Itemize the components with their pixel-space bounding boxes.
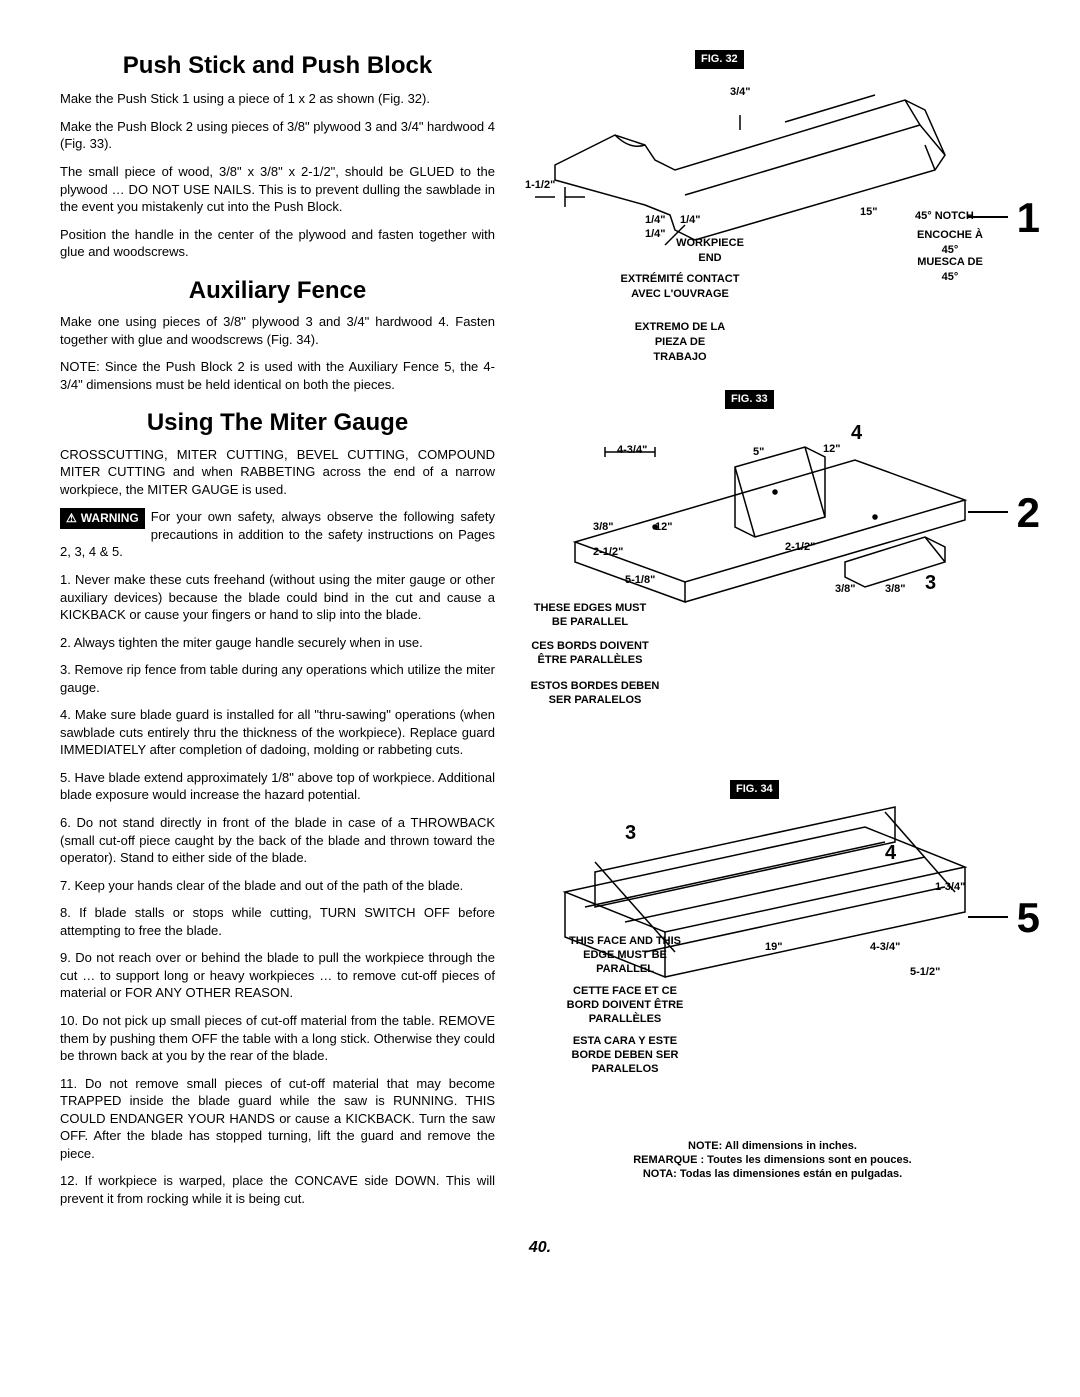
aux-fence-title: Auxiliary Fence [60,275,495,307]
item-5: 5. Have blade extend approximately 1/8" … [60,769,495,804]
item-3: 3. Remove rip fence from table during an… [60,661,495,696]
dim-15: 15" [860,205,877,220]
f34-512: 5-1/2" [910,965,940,980]
item-6: 6. Do not stand directly in front of the… [60,814,495,867]
dim-14a: 1/4" [645,213,666,228]
f33-518: 5-1/8" [625,573,655,588]
dim-14c: 1/4" [645,227,666,242]
figure-33: FIG. 33 [525,390,1020,750]
f33-par-fr: CES BORDS DOIVENT ÊTRE PARALLÈLES [525,640,655,668]
item-4: 4. Make sure blade guard is installed fo… [60,706,495,759]
s2-p2: NOTE: Since the Push Block 2 is used wit… [60,358,495,393]
f34-19: 19" [765,940,782,955]
f33-38a: 3/8" [593,520,614,535]
f33-5: 5" [753,445,764,460]
work-en: WORKPIECE END [665,236,755,266]
f33-par-es: ESTOS BORDES DEBEN SER PARALELOS [525,680,665,708]
f34-par-en: THIS FACE AND THIS EDGE MUST BE PARALLEL [565,935,685,976]
f33-num3: 3 [925,570,936,597]
f34-num4: 4 [885,840,896,867]
note-es: NOTA: Todas las dimensiones están en pul… [525,1168,1020,1182]
fig33-label: FIG. 33 [725,390,774,409]
item-8: 8. If blade stalls or stops while cuttin… [60,904,495,939]
f34-par-es: ESTA CARA Y ESTE BORDE DEBEN SER PARALEL… [565,1035,685,1076]
s1-p4: Position the handle in the center of the… [60,226,495,261]
left-column: Push Stick and Push Block Make the Push … [60,50,495,1217]
f33-212b: 2-1/2" [785,540,815,555]
item-11: 11. Do not remove small pieces of cut-of… [60,1075,495,1163]
s1-p1: Make the Push Stick 1 using a piece of 1… [60,90,495,108]
warning-paragraph: WARNING For your own safety, always obse… [60,508,495,561]
dim-14b: 1/4" [680,213,701,228]
right-column: FIG. 32 [525,50,1020,1217]
miter-gauge-title: Using The Miter Gauge [60,407,495,439]
notch-en: 45° NOTCH [915,209,974,224]
f33-38c: 3/8" [885,582,906,597]
page-number: 40. [60,1237,1020,1259]
s3-intro: CROSSCUTTING, MITER CUTTING, BEVEL CUTTI… [60,446,495,499]
item-2: 2. Always tighten the miter gauge handle… [60,634,495,652]
f33-38b: 3/8" [835,582,856,597]
s1-p2: Make the Push Block 2 using pieces of 3/… [60,118,495,153]
work-fr: EXTRÉMITÉ CONTACT AVEC L'OUVRAGE [620,272,740,302]
f34-num3: 3 [625,820,636,847]
f33-12b: 12" [655,520,672,535]
s1-p3: The small piece of wood, 3/8" x 3/8" x 2… [60,163,495,216]
f33-212a: 2-1/2" [593,545,623,560]
fig32-num-1: 1 [1017,190,1040,247]
notch-es: MUESCA DE 45° [915,255,985,285]
push-stick-title: Push Stick and Push Block [60,50,495,82]
item-12: 12. If workpiece is warped, place the CO… [60,1172,495,1207]
f33-num2: 2 [1017,485,1040,542]
figure-34: FIG. 34 3 4 [525,780,1020,1110]
warning-badge: WARNING [60,508,145,528]
item-1: 1. Never make these cuts freehand (witho… [60,571,495,624]
work-es: EXTREMO DE LA PIEZA DE TRABAJO [630,320,730,365]
f33-par-en: THESE EDGES MUST BE PARALLEL [525,602,655,630]
f34-434: 4-3/4" [870,940,900,955]
item-7: 7. Keep your hands clear of the blade an… [60,877,495,895]
f33-12a: 12" [823,442,840,457]
fig32-label: FIG. 32 [695,50,744,69]
item-9: 9. Do not reach over or behind the blade… [60,949,495,1002]
footer-note: NOTE: All dimensions in inches. REMARQUE… [525,1140,1020,1181]
f34-par-fr: CETTE FACE ET CE BORD DOIVENT ÊTRE PARAL… [565,985,685,1026]
fig34-label: FIG. 34 [730,780,779,799]
note-fr: REMARQUE : Toutes les dimensions sont en… [525,1154,1020,1168]
figure-32: FIG. 32 [525,50,1020,360]
f34-134: 1-3/4" [935,880,965,895]
f33-434: 4-3/4" [617,443,647,458]
f33-num4: 4 [851,420,862,447]
s2-p1: Make one using pieces of 3/8" plywood 3 … [60,313,495,348]
dim-34: 3/4" [730,85,751,100]
f34-num5: 5 [1017,890,1040,947]
dim-1-12: 1-1/2" [525,178,555,193]
item-10: 10. Do not pick up small pieces of cut-o… [60,1012,495,1065]
note-en: NOTE: All dimensions in inches. [525,1140,1020,1154]
notch-fr: ENCOCHE À 45° [915,228,985,258]
